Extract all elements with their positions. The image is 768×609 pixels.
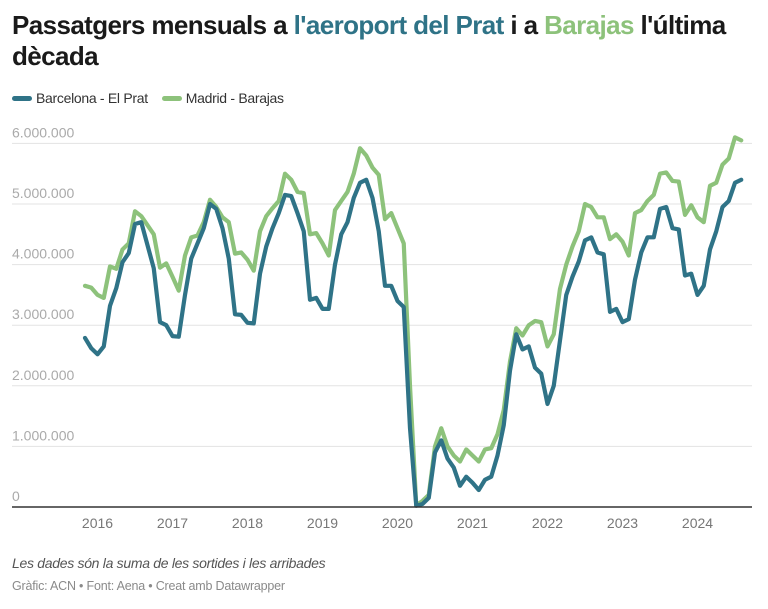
y-tick-label: 0 [12,488,20,504]
legend-item-mad: Madrid - Barajas [161,90,284,106]
series-line-barcelona [82,177,744,508]
title-highlight-mad: Barajas [544,10,634,40]
chart-title: Passatgers mensuals a l'aeroport del Pra… [12,10,762,72]
title-text: Passatgers mensuals a [12,10,294,40]
title-text: i a [503,10,545,40]
chart-credit: Gràfic: ACN • Font: Aena • Creat amb Dat… [12,579,285,593]
x-tick-label: 2020 [382,515,413,531]
legend-swatch-mad [161,95,182,101]
legend: Barcelona - El Prat Madrid - Barajas [12,90,284,106]
y-tick-label: 4.000.000 [12,246,74,262]
y-tick-label: 3.000.000 [12,306,74,322]
x-tick-label: 2018 [232,515,263,531]
y-tick-label: 6.000.000 [12,124,74,140]
legend-label-mad: Madrid - Barajas [185,90,284,106]
legend-label-bcn: Barcelona - El Prat [36,90,148,106]
y-tick-label: 2.000.000 [12,367,74,383]
x-tick-label: 2022 [532,515,563,531]
title-highlight-bcn: l'aeroport del Prat [293,10,505,40]
legend-swatch-bcn [12,95,32,101]
legend-item-bcn: Barcelona - El Prat [12,90,148,106]
title-text: l'última dècada [12,10,726,71]
x-tick-label: 2024 [682,515,713,531]
x-tick-label: 2017 [157,515,188,531]
x-tick-label: 2016 [82,515,113,531]
y-tick-label: 1.000.000 [12,427,74,443]
x-tick-label: 2023 [607,515,638,531]
x-tick-label: 2019 [307,515,338,531]
chart-note: Les dades són la suma de les sortides i … [12,555,326,571]
y-tick-label: 5.000.000 [12,185,74,201]
x-tick-label: 2021 [457,515,488,531]
